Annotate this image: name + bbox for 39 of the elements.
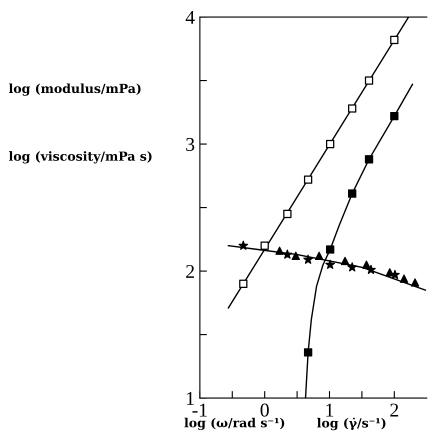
y-tick-label: 3: [186, 138, 194, 151]
point: [304, 348, 312, 357]
point: [282, 250, 292, 259]
text: log (γ̇/s⁻¹): [317, 418, 386, 430]
y-tick-label: 1: [187, 392, 194, 405]
point: [314, 252, 324, 260]
point: [340, 256, 350, 266]
point: [348, 189, 356, 198]
point: [362, 260, 371, 269]
text: log (viscosity/mPa s): [8, 151, 152, 164]
point: [390, 112, 398, 120]
point: [364, 155, 374, 164]
text: log (modulus/mPa): [8, 83, 141, 96]
point: [292, 252, 300, 260]
point: [390, 270, 400, 280]
point: [239, 280, 248, 288]
point: [347, 262, 357, 272]
x-tick-label: 1: [326, 404, 334, 416]
point: [326, 245, 334, 254]
point: [366, 264, 376, 274]
point: [304, 175, 312, 184]
x-tick-label: 2: [390, 404, 398, 416]
point: [275, 246, 284, 255]
point: [400, 274, 408, 283]
point: [410, 278, 420, 287]
point: [326, 140, 334, 148]
point: [390, 36, 398, 44]
point: [364, 76, 374, 85]
point: [348, 104, 356, 113]
point: [260, 242, 269, 250]
x-tick-label: -1: [192, 404, 207, 416]
point: [303, 254, 313, 264]
x-tick-label: 0: [260, 404, 269, 417]
y-tick-label: 4: [186, 10, 195, 24]
x-axis-title: log (ω/rad s⁻¹): [184, 418, 284, 430]
point: [325, 260, 335, 269]
point: [283, 210, 292, 218]
point: [238, 240, 248, 250]
y-tick-label: 2: [186, 264, 194, 278]
